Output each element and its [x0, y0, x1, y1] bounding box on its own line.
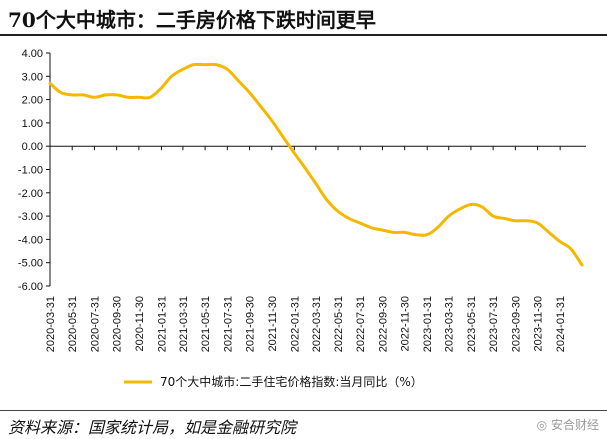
x-axis: 2020-03-31 2020-05-31 2020-07-31 2020-09-30… [45, 145, 586, 352]
x-tick-label: 2021-11-30 [267, 296, 279, 351]
chart-title: 70个大中城市：二手房价格下跌时间更早 [8, 8, 376, 32]
footer-divider [0, 410, 607, 411]
x-tick-label: 2022-05-31 [333, 296, 345, 352]
series-line [48, 62, 584, 267]
y-tick-label: -1.00 [18, 165, 43, 177]
watermark-text: 安合财经 [550, 418, 599, 432]
line-chart: 4.00 3.00 2.00 1.00 0.00 -1.00 -2.00 -3.00 -4.00… [18, 48, 586, 389]
y-axis: 4.00 3.00 2.00 1.00 0.00 -1.00 -2.00 -3.00 -4.00… [18, 48, 51, 293]
x-tick-label: 2020-09-30 [112, 296, 124, 352]
y-tick-label: -5.00 [18, 258, 43, 270]
x-tick-label: 2022-09-30 [377, 296, 389, 352]
y-tick-label: 3.00 [22, 71, 43, 83]
x-tick-label: 2020-03-31 [45, 296, 57, 352]
series-area [48, 62, 584, 267]
x-tick-label: 2022-11-30 [400, 296, 412, 351]
x-tick-label: 2023-05-31 [466, 296, 478, 352]
y-tick-label: -3.00 [18, 211, 43, 223]
x-tick-label: 2023-11-30 [533, 296, 545, 351]
x-tick-label: 2023-03-31 [444, 296, 456, 352]
watermark: ◎ 安合财经 [537, 416, 599, 433]
x-tick-label: 2023-01-31 [422, 296, 434, 352]
x-tick-label: 2024-01-31 [555, 296, 567, 352]
y-tick-label: -6.00 [18, 281, 43, 293]
x-tick-label: 2020-11-30 [134, 296, 146, 351]
x-tick-label: 2021-09-30 [245, 296, 257, 352]
legend: 70个大中城市:二手住宅价格指数:当月同比（%） [124, 374, 423, 389]
x-tick-label: 2021-07-31 [222, 296, 234, 352]
y-tick-label: 4.00 [22, 48, 43, 60]
source-note: 资料来源：国家统计局，如是金融研究院 [8, 418, 297, 437]
y-tick-label: -4.00 [18, 234, 43, 246]
x-tick-label: 2022-01-31 [289, 296, 301, 352]
y-tick-label: 2.00 [22, 95, 43, 107]
x-tick-label: 2021-03-31 [178, 296, 190, 352]
y-tick-label: 0.00 [22, 141, 43, 153]
x-tick-label: 2021-05-31 [200, 296, 212, 352]
title-divider [0, 34, 607, 36]
x-tick-label: 2023-07-31 [488, 296, 500, 352]
x-tick-label: 2020-07-31 [89, 296, 101, 352]
x-tick-label: 2023-09-30 [510, 296, 522, 352]
x-tick-label: 2020-05-31 [67, 296, 79, 352]
watermark-icon: ◎ [536, 418, 548, 432]
legend-label: 70个大中城市:二手住宅价格指数:当月同比（%） [160, 374, 423, 389]
y-tick-label: -2.00 [18, 188, 43, 200]
x-tick-label: 2021-01-31 [156, 296, 168, 352]
y-tick-label: 1.00 [22, 118, 43, 130]
x-tick-label: 2022-07-31 [355, 296, 367, 352]
x-tick-label: 2022-03-31 [311, 296, 323, 352]
